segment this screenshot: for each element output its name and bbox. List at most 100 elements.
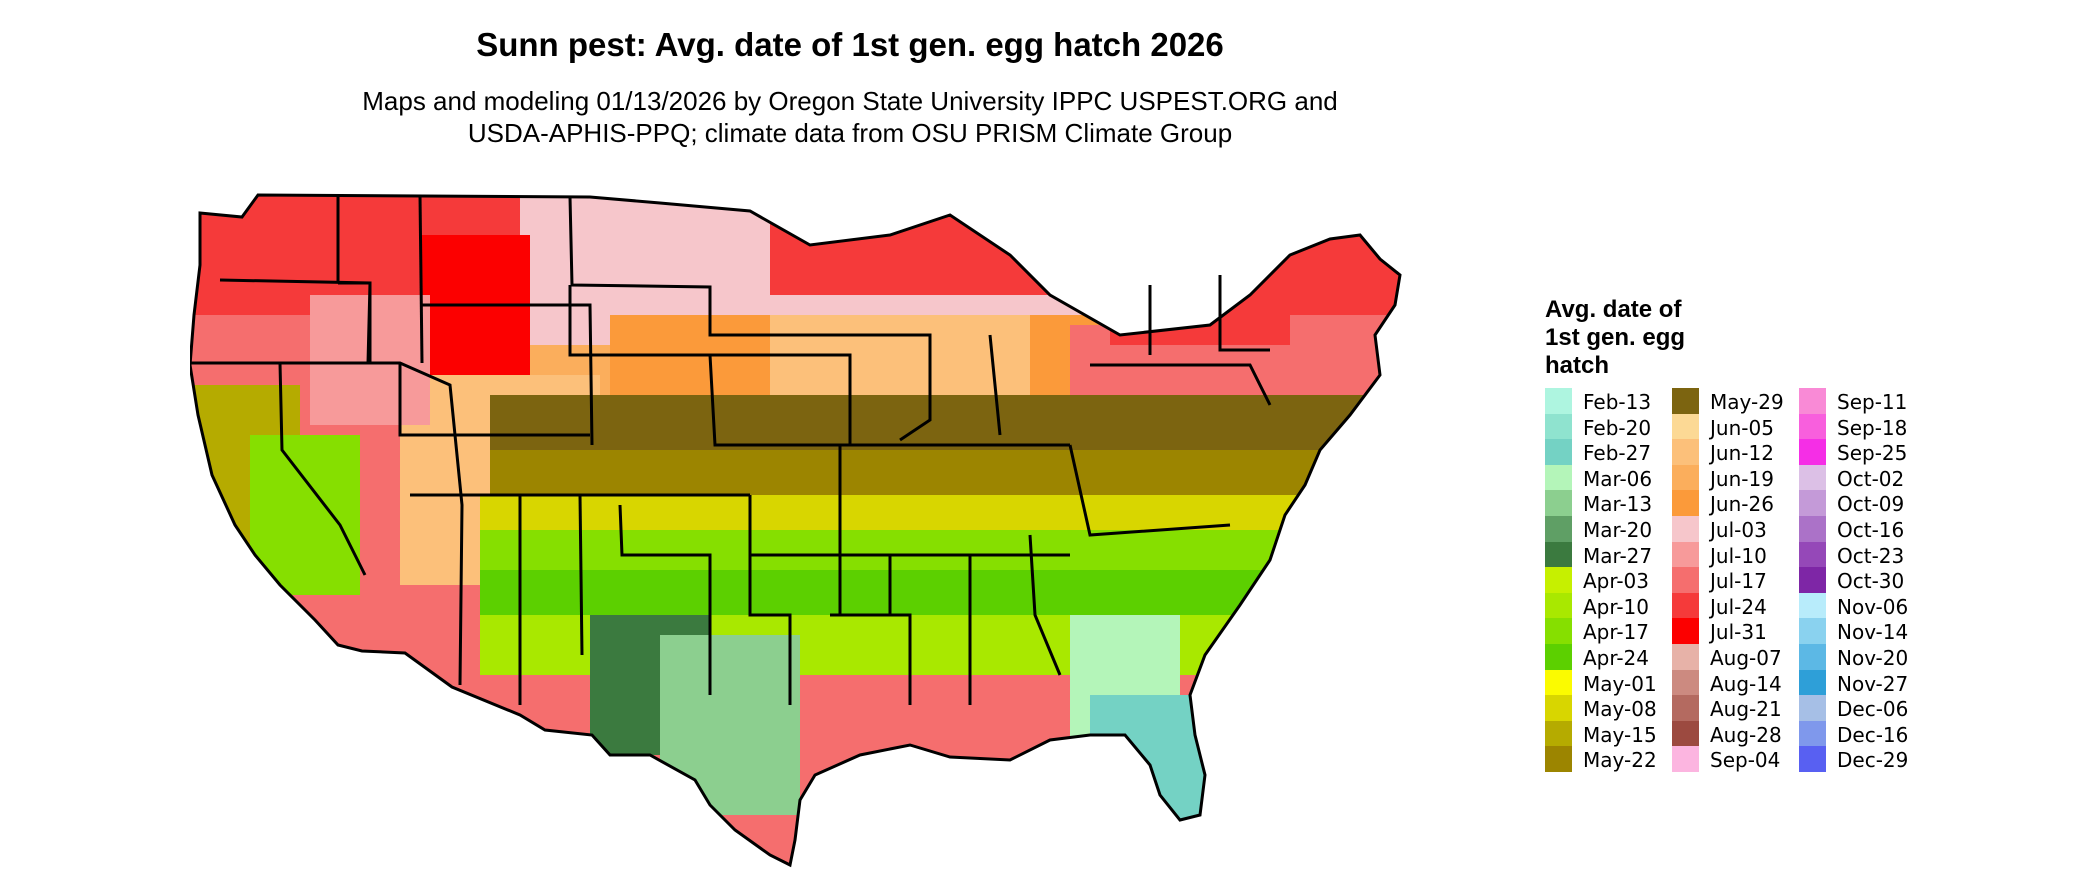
legend-label: Aug-21 — [1710, 697, 1782, 722]
legend-item: Dec-16 — [1799, 720, 1919, 747]
legend-label: Aug-07 — [1710, 646, 1782, 670]
legend-label: May-01 — [1583, 671, 1657, 696]
legend-label: Jul-31 — [1710, 620, 1767, 645]
legend-swatch — [1799, 541, 1826, 568]
legend-item: Mar-13 — [1545, 490, 1665, 516]
legend-label: Apr-10 — [1583, 594, 1649, 619]
legend-swatch — [1672, 464, 1699, 491]
legend-swatch — [1799, 720, 1826, 747]
legend-swatch — [1672, 592, 1699, 619]
legend-swatch — [1672, 618, 1699, 644]
legend-item: Apr-10 — [1545, 592, 1665, 619]
legend-item: Jun-12 — [1672, 439, 1792, 465]
legend-swatch — [1545, 490, 1572, 516]
legend-swatch — [1545, 413, 1572, 440]
legend-label: Dec-29 — [1837, 748, 1909, 773]
legend-item: Apr-17 — [1545, 618, 1665, 644]
legend-item: Aug-07 — [1672, 644, 1792, 670]
legend-item: Aug-21 — [1672, 695, 1792, 721]
us-egg-hatch-map — [190, 193, 1402, 868]
legend-item: May-29 — [1672, 388, 1792, 414]
legend-swatch — [1545, 720, 1572, 747]
legend-items: Feb-13 Feb-20 Feb-27 Mar-06 Mar-13 Mar-20 Mar-… — [1545, 388, 2100, 788]
legend: Avg. date of 1st gen. egg hatch Feb-13 Fe… — [1545, 296, 1908, 772]
legend-title-line-1: Avg. date of — [1545, 296, 1682, 323]
legend-item: May-01 — [1545, 669, 1665, 696]
legend-item: Nov-27 — [1799, 669, 1919, 696]
legend-swatch — [1799, 644, 1826, 670]
legend-swatch — [1799, 695, 1826, 721]
legend-label: Apr-24 — [1583, 646, 1649, 670]
legend-item: Jun-19 — [1672, 464, 1792, 491]
legend-swatch — [1545, 644, 1572, 670]
legend-label: Mar-20 — [1583, 518, 1653, 542]
legend-title: Avg. date of 1st gen. egg hatch — [1545, 296, 1745, 380]
legend-item: Dec-06 — [1799, 695, 1919, 721]
legend-label: Feb-20 — [1583, 415, 1652, 440]
legend-swatch — [1799, 746, 1826, 772]
legend-label: Sep-25 — [1837, 441, 1908, 466]
legend-item: Nov-14 — [1799, 618, 1919, 644]
legend-swatch — [1545, 669, 1572, 696]
legend-label: Jul-24 — [1710, 594, 1767, 619]
legend-label: Jun-19 — [1710, 466, 1774, 491]
legend-swatch — [1672, 746, 1699, 772]
legend-swatch — [1545, 541, 1572, 568]
legend-item: Oct-02 — [1799, 464, 1919, 491]
legend-label: Mar-06 — [1583, 466, 1653, 491]
legend-label: Apr-17 — [1583, 620, 1649, 645]
legend-swatch — [1672, 439, 1699, 465]
legend-item: Sep-18 — [1799, 413, 1919, 440]
legend-label: Nov-20 — [1837, 646, 1909, 670]
legend-item: Sep-04 — [1672, 746, 1792, 772]
legend-label: Nov-27 — [1837, 671, 1909, 696]
legend-swatch — [1799, 567, 1826, 593]
legend-item: Oct-09 — [1799, 490, 1919, 516]
subtitle-line-2: USDA-APHIS-PPQ; climate data from OSU PR… — [467, 118, 1233, 148]
legend-swatch — [1545, 388, 1572, 414]
map-title: Sunn pest: Avg. date of 1st gen. egg hat… — [476, 26, 1224, 63]
legend-swatch — [1545, 746, 1572, 772]
hatch-date-raster — [190, 195, 1400, 865]
subtitle-line-1: Maps and modeling 01/13/2026 by Oregon S… — [362, 86, 1338, 116]
legend-swatch — [1545, 567, 1572, 593]
legend-item: Jul-24 — [1672, 592, 1792, 619]
legend-label: Mar-13 — [1583, 492, 1653, 517]
legend-label: Mar-27 — [1583, 543, 1653, 568]
legend-label: Jun-26 — [1710, 492, 1774, 517]
legend-title-line-2: 1st gen. egg — [1545, 324, 1686, 351]
legend-swatch — [1672, 413, 1699, 440]
legend-swatch — [1672, 541, 1699, 568]
legend-swatch — [1799, 592, 1826, 619]
legend-item: Jul-31 — [1672, 618, 1792, 644]
legend-item: Feb-20 — [1545, 413, 1665, 440]
legend-swatch — [1545, 695, 1572, 721]
legend-item: Sep-25 — [1799, 439, 1919, 465]
legend-swatch — [1672, 567, 1699, 593]
legend-swatch — [1545, 464, 1572, 491]
legend-label: Dec-16 — [1837, 722, 1909, 747]
legend-swatch — [1672, 695, 1699, 721]
legend-item: Sep-11 — [1799, 388, 1919, 414]
legend-label: Feb-13 — [1583, 390, 1652, 414]
legend-label: Jun-12 — [1710, 441, 1774, 466]
legend-item: May-15 — [1545, 720, 1665, 747]
legend-title-line-3: hatch — [1545, 352, 1610, 379]
legend-swatch — [1799, 490, 1826, 516]
legend-item: Aug-14 — [1672, 669, 1792, 696]
legend-swatch — [1799, 439, 1826, 465]
legend-label: Jul-03 — [1710, 518, 1767, 542]
map-subtitle: Maps and modeling 01/13/2026 by Oregon S… — [0, 85, 1700, 149]
state-borders — [190, 193, 1402, 868]
legend-label: Sep-04 — [1710, 748, 1781, 773]
legend-label: Oct-30 — [1837, 569, 1905, 594]
legend-swatch — [1799, 464, 1826, 491]
legend-label: Sep-18 — [1837, 415, 1908, 440]
legend-swatch — [1799, 618, 1826, 644]
legend-swatch — [1545, 618, 1572, 644]
legend-item: Jun-26 — [1672, 490, 1792, 516]
legend-label: Nov-14 — [1837, 620, 1909, 645]
legend-label: Oct-09 — [1837, 492, 1905, 517]
legend-label: Oct-23 — [1837, 543, 1905, 568]
legend-label: Sep-11 — [1837, 390, 1908, 414]
